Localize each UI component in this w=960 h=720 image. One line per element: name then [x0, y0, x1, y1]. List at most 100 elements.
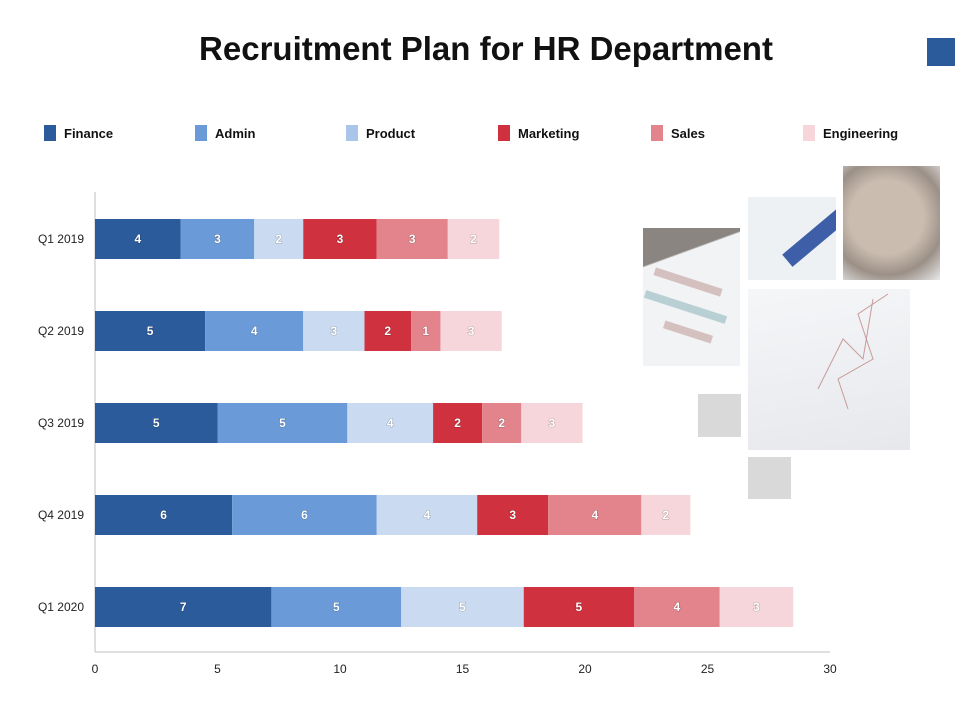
accent-square	[927, 38, 955, 66]
legend-label: Finance	[64, 125, 114, 141]
y-category-label: Q1 2019	[38, 232, 84, 246]
bar-segment-engineering	[521, 403, 583, 443]
legend-label: Admin	[215, 125, 256, 141]
data-label: 5	[153, 416, 160, 430]
data-label: 5	[147, 324, 154, 338]
data-label: 6	[160, 508, 167, 522]
data-label: 4	[424, 508, 431, 522]
data-label: 5	[459, 600, 466, 614]
data-label: 2	[454, 416, 461, 430]
data-label: 3	[337, 232, 344, 246]
legend-item-product: Product	[346, 125, 415, 141]
data-label: 5	[279, 416, 286, 430]
bar-segment-finance	[95, 403, 218, 443]
bar-segment-admin	[180, 219, 255, 259]
bar-segment-product	[401, 587, 524, 627]
bar-segment-product	[347, 403, 434, 443]
y-category-label: Q4 2019	[38, 508, 84, 522]
data-label: 4	[387, 416, 394, 430]
bar-segment-marketing	[433, 403, 483, 443]
data-label: 7	[180, 600, 187, 614]
data-label: 1	[422, 324, 429, 338]
bar-segment-finance	[95, 311, 206, 351]
legend-label: Engineering	[823, 125, 899, 141]
data-label: 3	[753, 600, 760, 614]
photo-bar-chart	[643, 228, 740, 366]
bar-segment-engineering	[719, 587, 794, 627]
data-label: 6	[301, 508, 308, 522]
legend-swatch	[803, 125, 815, 141]
bar-segment-marketing	[303, 219, 377, 259]
page-title: Recruitment Plan for HR Department	[199, 30, 773, 67]
legend-swatch	[195, 125, 207, 141]
x-tick-label: 30	[823, 662, 837, 676]
photo-hand	[843, 166, 940, 280]
decor-square	[748, 457, 791, 499]
bar-segment-admin	[271, 587, 402, 627]
y-category-label: Q3 2019	[38, 416, 84, 430]
data-label: 2	[470, 232, 477, 246]
data-label: 2	[663, 508, 670, 522]
x-tick-label: 5	[214, 662, 221, 676]
bar-segment-product	[303, 311, 365, 351]
bar-segment-marketing	[477, 495, 549, 535]
x-tick-label: 0	[92, 662, 99, 676]
bar-segment-product	[254, 219, 304, 259]
data-label: 3	[549, 416, 556, 430]
data-label: 5	[333, 600, 340, 614]
data-label: 4	[135, 232, 142, 246]
legend-swatch	[498, 125, 510, 141]
bar-segment-finance	[95, 219, 181, 259]
data-label: 3	[214, 232, 221, 246]
x-tick-label: 20	[578, 662, 592, 676]
bar-segment-engineering	[641, 495, 691, 535]
bar-segment-admin	[217, 403, 348, 443]
legend-swatch	[44, 125, 56, 141]
x-tick-label: 15	[456, 662, 470, 676]
legend-label: Sales	[671, 125, 705, 141]
photo-line-chart	[748, 289, 910, 450]
data-label: 2	[384, 324, 391, 338]
y-category-label: Q1 2020	[38, 600, 84, 614]
bar-segment-sales	[411, 311, 441, 351]
bar-segment-engineering	[447, 219, 500, 259]
legend-item-finance: Finance	[44, 125, 113, 141]
decor-square	[698, 394, 741, 437]
x-tick-label: 25	[701, 662, 715, 676]
data-label: 5	[576, 600, 583, 614]
bar-segment-marketing	[523, 587, 634, 627]
legend-swatch	[346, 125, 358, 141]
bar-segment-product	[376, 495, 478, 535]
bar-segment-admin	[232, 495, 377, 535]
data-label: 4	[674, 600, 681, 614]
bar-segment-finance	[95, 495, 233, 535]
legend-item-sales: Sales	[651, 125, 705, 141]
legend-swatch	[651, 125, 663, 141]
data-label: 4	[251, 324, 258, 338]
bar-segment-sales	[634, 587, 720, 627]
legend-item-engineering: Engineering	[803, 125, 898, 141]
data-label: 4	[591, 508, 598, 522]
data-label: 3	[331, 324, 338, 338]
bar-segment-sales	[376, 219, 448, 259]
photo-pen	[748, 197, 836, 280]
legend-item-marketing: Marketing	[498, 125, 579, 141]
legend-label: Product	[366, 125, 416, 141]
bar-segment-sales	[548, 495, 642, 535]
y-category-label: Q2 2019	[38, 324, 84, 338]
bar-segment-admin	[205, 311, 304, 351]
bar-segment-engineering	[440, 311, 502, 351]
bar-segment-marketing	[364, 311, 412, 351]
data-label: 2	[275, 232, 282, 246]
bar-segment-finance	[95, 587, 272, 627]
legend-item-admin: Admin	[195, 125, 255, 141]
x-tick-label: 10	[333, 662, 347, 676]
data-label: 2	[498, 416, 505, 430]
data-label: 3	[468, 324, 475, 338]
legend-label: Marketing	[518, 125, 580, 141]
data-label: 3	[509, 508, 516, 522]
data-label: 3	[409, 232, 416, 246]
bar-segment-sales	[482, 403, 522, 443]
